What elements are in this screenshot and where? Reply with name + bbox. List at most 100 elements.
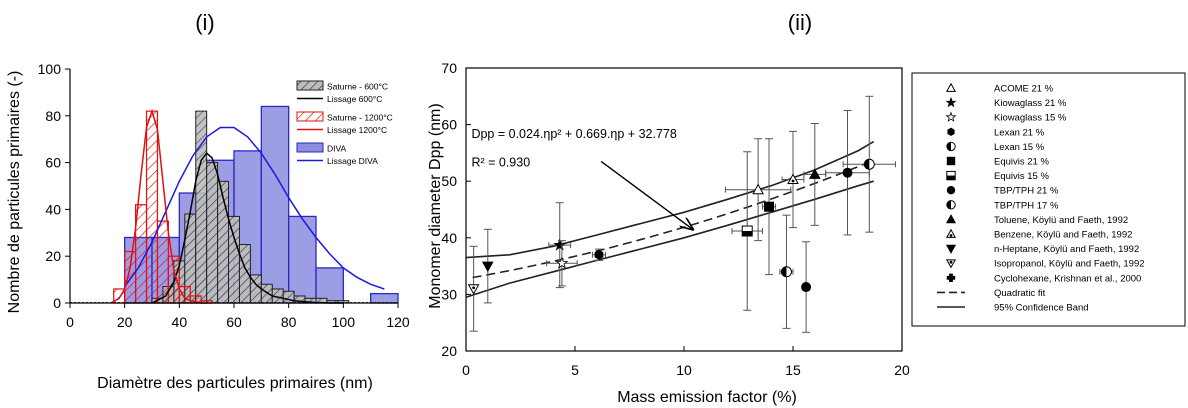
quadratic-fit-line	[472, 162, 868, 279]
x-tick-label: 0	[462, 362, 470, 378]
legend-label: Lexan 15 %	[994, 142, 1045, 153]
legend-label: Lissage 600°C	[327, 94, 382, 104]
data-point	[764, 201, 775, 212]
data-point	[945, 214, 957, 224]
legend-label: DIVA	[327, 144, 347, 154]
panel-label-i: (i)	[195, 10, 215, 35]
y-tick-label: 100	[38, 61, 62, 77]
legend-label: TBP/TPH 17 %	[994, 200, 1059, 211]
marker-shape	[945, 244, 957, 254]
marker-half	[946, 142, 951, 151]
legend-label: Lissage DIVA	[327, 156, 378, 166]
fit-curve	[110, 108, 207, 304]
data-point	[481, 261, 494, 273]
legend-swatch	[296, 111, 324, 122]
panel-label-ii: (ii)	[788, 10, 812, 35]
y-axis-label: Monomer diameter Dpp (nm)	[427, 103, 444, 308]
legend-item: n-Heptane, Köylü and Faeth, 1992	[945, 244, 1139, 255]
point-with-errorbars	[801, 241, 812, 333]
data-point	[945, 259, 957, 269]
marker-shape	[467, 284, 480, 295]
point-with-errorbars	[731, 151, 763, 311]
legend-label: Lexan 21 %	[994, 127, 1045, 138]
x-tick-label: 10	[676, 362, 692, 378]
histogram-bar	[370, 292, 399, 304]
legend-item: Toluene, Köylü and Faeth, 1992	[945, 214, 1128, 226]
y-tick-label: 50	[441, 173, 457, 189]
legend-item: DIVA	[296, 142, 347, 154]
data-point	[752, 183, 764, 195]
histogram-bar	[124, 250, 137, 304]
equation-label: Dpp = 0.024.ηp² + 0.669.ηp + 32.778	[471, 127, 676, 141]
legend-i: Saturne - 600°C Lissage 600°C Saturne - 12…	[296, 80, 393, 166]
legend-label: Kiowaglass 15 %	[994, 113, 1067, 124]
legend-item: Quadratic fit	[937, 288, 1046, 299]
y-tick-label: 0	[53, 295, 61, 311]
annotation-arrow	[600, 160, 693, 229]
marker-half	[946, 175, 956, 180]
legend-label: Saturne - 600°C	[327, 82, 388, 92]
fit-annotation: Dpp = 0.024.ηp² + 0.669.ηp + 32.778 R² = …	[471, 127, 692, 229]
y-tick-label: 70	[441, 60, 457, 76]
legend-item: Equivis 15 %	[946, 170, 1049, 182]
data-point	[946, 170, 956, 181]
legend-label: Benzene, Köylü and Faeth, 1992	[994, 230, 1132, 241]
marker-shape	[752, 183, 764, 195]
point-with-errorbars	[481, 228, 494, 304]
legend-item: ACOME 21 %	[945, 82, 1054, 95]
point-with-errorbars	[761, 138, 777, 276]
confidence-band-line	[465, 180, 874, 298]
point-with-errorbars	[724, 138, 792, 242]
legend-item: Lissage 1200°C	[297, 125, 387, 135]
x-tick-label: 40	[172, 314, 188, 330]
y-tick-label: 40	[45, 201, 61, 217]
legend-label: Quadratic fit	[994, 288, 1046, 299]
legend-item: Lissage DIVA	[297, 156, 378, 166]
marker-dot	[472, 286, 476, 290]
x-tick-label: 100	[332, 314, 356, 330]
point-with-errorbars	[591, 248, 607, 261]
histogram-bar	[315, 267, 344, 304]
data-point	[553, 238, 567, 251]
histogram-bar	[167, 255, 180, 304]
legend-item: Saturne - 600°C	[296, 80, 388, 92]
data-point	[555, 256, 569, 269]
data-point	[945, 228, 957, 238]
legend-label: Cyclohexane, Krishnan et al., 2000	[994, 273, 1141, 284]
x-axis-label: Diamètre des particules primaires (nm)	[97, 375, 373, 392]
fit-curve	[151, 152, 344, 304]
data-point	[801, 282, 812, 293]
data-point	[808, 168, 821, 179]
x-tick-label: 5	[571, 362, 579, 378]
point-with-errorbars	[548, 202, 572, 289]
legend-label: 95% Confidence Band	[994, 303, 1089, 314]
data-point	[946, 186, 956, 195]
y-tick-label: 20	[45, 248, 61, 264]
y-tick-label: 40	[441, 230, 457, 246]
marker-shape	[945, 228, 957, 238]
point-with-errorbars	[842, 95, 896, 233]
legend-label: ACOME 21 %	[994, 84, 1054, 95]
legend-label: Isopropanol, Köylü and Faeth, 1992	[994, 259, 1145, 270]
data-point	[467, 284, 480, 295]
data-point	[945, 244, 957, 254]
points-group	[467, 95, 896, 333]
x-tick-label: 20	[894, 362, 910, 378]
legend-swatch	[296, 142, 324, 153]
legend-label: Equivis 21 %	[994, 157, 1049, 168]
legend-label: TBP/TPH 21 %	[994, 186, 1059, 197]
y-tick-label: 30	[441, 286, 457, 302]
legend-label: Equivis 15 %	[994, 171, 1049, 182]
y-axis-label: Nombre de particules primaires (-)	[6, 71, 23, 314]
point-with-errorbars	[825, 109, 870, 236]
legend-ii: ACOME 21 % Kiowaglass 21 % Kiowaglass 15 %…	[911, 72, 1186, 327]
legend-label: Lissage 1200°C	[327, 125, 387, 135]
histogram-bar	[260, 283, 273, 304]
marker-shape	[481, 261, 494, 273]
legend-label: Kiowaglass 21 %	[994, 98, 1067, 109]
point-with-errorbars	[803, 122, 827, 226]
histogram-bar	[135, 204, 148, 304]
marker-half	[864, 159, 870, 170]
legend-box	[911, 72, 1186, 327]
